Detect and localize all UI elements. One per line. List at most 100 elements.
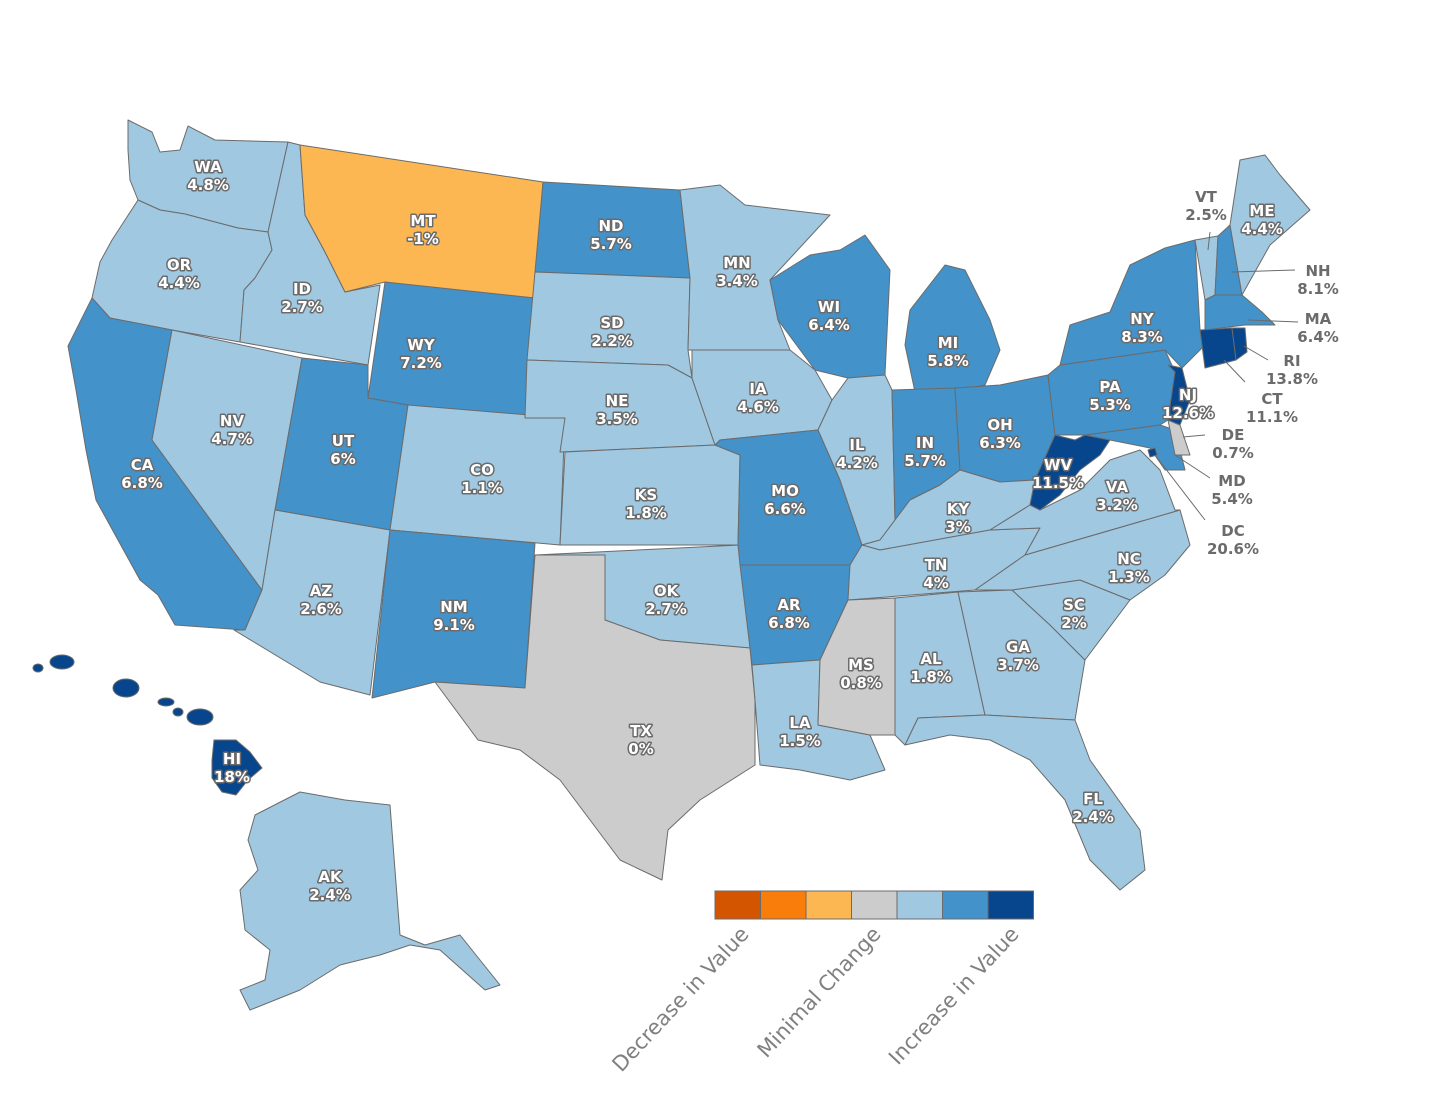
state-label-oh: OH 6.3% bbox=[979, 416, 1021, 452]
state-abbr-ut: UT bbox=[332, 432, 355, 450]
state-value-wi: 6.4% bbox=[808, 316, 850, 334]
state-abbr-tn: TN bbox=[925, 556, 948, 574]
state-label-ms: MS 0.8% bbox=[840, 656, 882, 692]
legend-swatches bbox=[714, 890, 1034, 920]
state-VT[interactable] bbox=[1194, 235, 1219, 301]
state-abbr-ky: KY bbox=[947, 500, 971, 518]
state-label-mi: MI 5.8% bbox=[927, 334, 969, 370]
state-CT[interactable] bbox=[1199, 327, 1237, 369]
leader-lines bbox=[1154, 231, 1299, 521]
state-NY[interactable] bbox=[1059, 239, 1206, 369]
state-label-dc: DC 20.6% bbox=[1207, 522, 1259, 558]
state-TX[interactable] bbox=[434, 554, 756, 881]
state-label-nm: NM 9.1% bbox=[433, 598, 475, 634]
state-abbr-mo: MO bbox=[771, 482, 799, 500]
state-label-nj: NJ 12.6% bbox=[1162, 386, 1214, 422]
state-abbr-nh: NH bbox=[1305, 262, 1330, 280]
state-value-in: 5.7% bbox=[904, 452, 946, 470]
state-label-wy: WY 7.2% bbox=[400, 336, 442, 372]
state-label-tn: TN 4% bbox=[923, 556, 948, 592]
state-value-mn: 3.4% bbox=[716, 272, 758, 290]
state-value-mo: 6.6% bbox=[764, 500, 806, 518]
legend-swatch-1 bbox=[714, 890, 761, 920]
state-abbr-mn: MN bbox=[723, 254, 750, 272]
state-ME[interactable] bbox=[1229, 154, 1311, 296]
state-label-ca: CA 6.8% bbox=[121, 456, 163, 492]
state-value-mt: -1% bbox=[407, 230, 439, 248]
state-value-tn: 4% bbox=[923, 574, 948, 592]
state-label-ga: GA 3.7% bbox=[997, 638, 1039, 674]
state-value-ri: 13.8% bbox=[1266, 370, 1318, 388]
state-value-oh: 6.3% bbox=[979, 434, 1021, 452]
state-abbr-sd: SD bbox=[600, 314, 623, 332]
state-label-mt: MT -1% bbox=[407, 212, 439, 248]
state-abbr-ok: OK bbox=[654, 582, 680, 600]
state-DC[interactable] bbox=[1147, 447, 1158, 458]
state-WV[interactable] bbox=[1029, 434, 1111, 511]
state-label-nv: NV 4.7% bbox=[211, 412, 253, 448]
state-abbr-ks: KS bbox=[635, 486, 657, 504]
state-value-wa: 4.8% bbox=[187, 176, 229, 194]
legend-swatch-3 bbox=[805, 890, 852, 920]
state-value-nj: 12.6% bbox=[1162, 404, 1214, 422]
legend-label-increase: Increase in Value bbox=[884, 922, 1024, 1069]
state-value-nd: 5.7% bbox=[590, 235, 632, 253]
state-abbr-ri: RI bbox=[1283, 352, 1300, 370]
state-value-wy: 7.2% bbox=[400, 354, 442, 372]
state-WY[interactable] bbox=[367, 281, 536, 419]
state-abbr-mi: MI bbox=[938, 334, 959, 352]
state-value-ky: 3% bbox=[945, 518, 970, 536]
state-RI[interactable] bbox=[1231, 327, 1248, 361]
state-label-ct: CT 11.1% bbox=[1246, 390, 1298, 426]
state-label-pa: PA 5.3% bbox=[1089, 378, 1131, 414]
state-MI[interactable] bbox=[904, 264, 1001, 393]
state-label-sd: SD 2.2% bbox=[591, 314, 633, 350]
state-abbr-mt: MT bbox=[410, 212, 436, 230]
state-abbr-la: LA bbox=[789, 714, 811, 732]
state-label-wi: WI 6.4% bbox=[808, 298, 850, 334]
state-abbr-oh: OH bbox=[987, 416, 1012, 434]
state-label-id: ID 2.7% bbox=[281, 280, 323, 316]
state-label-ne: NE 3.5% bbox=[596, 392, 638, 428]
state-value-sd: 2.2% bbox=[591, 332, 633, 350]
state-value-sc: 2% bbox=[1061, 614, 1086, 632]
state-label-me: ME 4.4% bbox=[1241, 202, 1283, 238]
state-MA[interactable] bbox=[1204, 294, 1276, 331]
state-abbr-in: IN bbox=[916, 434, 934, 452]
state-label-ma: MA 6.4% bbox=[1297, 310, 1339, 346]
state-HI[interactable] bbox=[32, 654, 263, 796]
state-value-ny: 8.3% bbox=[1121, 328, 1163, 346]
state-abbr-fl: FL bbox=[1083, 790, 1103, 808]
state-label-ky: KY 3% bbox=[945, 500, 970, 536]
state-label-de: DE 0.7% bbox=[1212, 426, 1254, 462]
state-label-nc: NC 1.3% bbox=[1108, 550, 1150, 586]
state-value-hi: 18% bbox=[214, 768, 250, 786]
state-value-wv: 11.5% bbox=[1032, 474, 1084, 492]
state-label-md: MD 5.4% bbox=[1211, 472, 1253, 508]
state-value-id: 2.7% bbox=[281, 298, 323, 316]
state-label-tx: TX 0% bbox=[628, 722, 653, 758]
state-label-or: OR 4.4% bbox=[158, 256, 200, 292]
state-abbr-me: ME bbox=[1249, 202, 1274, 220]
state-WI[interactable] bbox=[769, 234, 891, 379]
state-label-mo: MO 6.6% bbox=[764, 482, 806, 518]
state-abbr-az: AZ bbox=[310, 582, 333, 600]
state-label-in: IN 5.7% bbox=[904, 434, 946, 470]
state-abbr-hi: HI bbox=[223, 750, 241, 768]
state-value-vt: 2.5% bbox=[1185, 206, 1227, 224]
state-value-al: 1.8% bbox=[910, 668, 952, 686]
state-value-ia: 4.6% bbox=[737, 398, 779, 416]
state-MD[interactable] bbox=[1084, 424, 1186, 471]
state-value-mi: 5.8% bbox=[927, 352, 969, 370]
state-abbr-nj: NJ bbox=[1179, 386, 1197, 404]
state-label-co: CO 1.1% bbox=[461, 461, 503, 497]
state-abbr-ca: CA bbox=[131, 456, 154, 474]
legend-swatch-5 bbox=[896, 890, 943, 920]
state-value-ut: 6% bbox=[330, 450, 355, 468]
state-AK[interactable] bbox=[239, 791, 501, 1011]
state-value-ks: 1.8% bbox=[625, 504, 667, 522]
legend-swatch-2 bbox=[760, 890, 807, 920]
legend-label-decrease: Decrease in Value bbox=[607, 922, 753, 1076]
state-FL[interactable] bbox=[904, 714, 1146, 891]
state-value-ms: 0.8% bbox=[840, 674, 882, 692]
